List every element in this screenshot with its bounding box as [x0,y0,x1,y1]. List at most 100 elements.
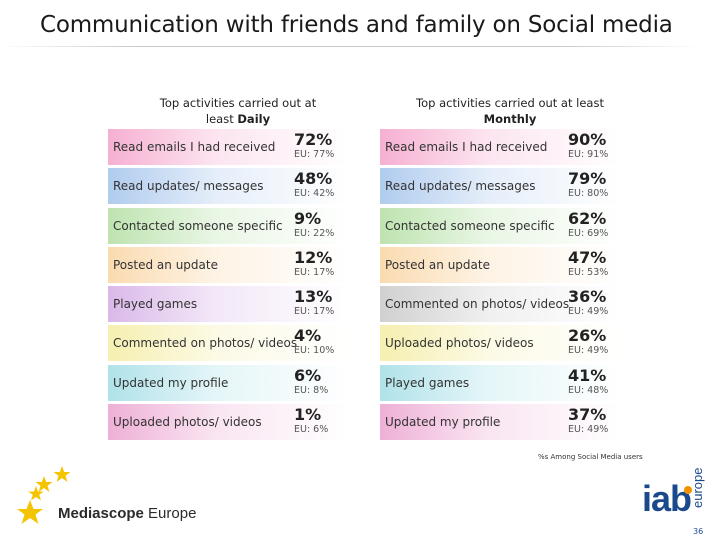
row-gradient [108,325,348,362]
monthly-heading-line1: Top activities carried out at least [416,96,604,110]
list-item: Updated my profile 6% EU: 8% [108,364,348,401]
list-item: Commented on photos/ videos 36% EU: 49% [380,286,620,323]
row-gradient [108,168,348,205]
iab-logo: iab [642,478,692,519]
activity-percent: 37% [568,405,607,425]
activity-label: Uploaded photos/ videos [113,415,262,430]
activity-percent: 13% [294,287,333,307]
mediascope-logo: Mediascope Europe [58,505,196,522]
list-item: Played games 13% EU: 17% [108,286,348,323]
activity-percent: 79% [568,169,607,189]
list-item: Contacted someone specific 62% EU: 69% [380,207,620,244]
monthly-heading: Top activities carried out at least Mont… [380,95,640,129]
activity-label: Updated my profile [385,415,501,430]
eu-average: EU: 48% [568,384,609,396]
eu-average: EU: 17% [294,266,335,278]
row-gradient [108,129,348,165]
activity-percent: 47% [568,247,607,267]
eu-average: EU: 69% [568,227,609,239]
daily-heading-bold: Daily [237,112,271,126]
eu-average: EU: 49% [568,345,609,357]
eu-average: EU: 53% [568,266,609,278]
eu-stars-icon [17,466,71,524]
eu-average: EU: 8% [294,384,329,396]
activity-label: Updated my profile [113,375,229,390]
activity-percent: 62% [568,208,607,228]
eu-average: EU: 77% [294,149,335,160]
row-gradient [380,364,620,401]
activity-percent: 4% [294,326,322,346]
eu-average: EU: 22% [294,227,335,239]
page-title: Communication with friends and family on… [40,12,673,38]
daily-heading-line2: least Daily [108,111,368,127]
activity-label: Read updates/ messages [113,179,264,194]
row-gradient [380,168,620,205]
list-item: Contacted someone specific 9% EU: 22% [108,207,348,244]
activity-percent: 6% [294,365,322,385]
activity-label: Posted an update [113,257,218,272]
eu-average: EU: 10% [294,345,335,357]
activity-label: Played games [385,375,470,390]
orange-dot-icon [684,486,692,494]
daily-heading: Top activities carried out at least Dail… [108,95,368,129]
eu-average: EU: 49% [568,424,609,436]
row-gradient [380,246,620,283]
row-gradient [380,286,620,323]
activity-percent: 36% [568,287,607,307]
row-gradient [108,364,348,401]
list-item: Read updates/ messages 48% EU: 42% [108,168,348,205]
eu-average: EU: 91% [568,149,609,160]
activity-percent: 41% [568,365,607,385]
eu-average: EU: 17% [294,306,335,318]
activity-label: Read updates/ messages [385,179,536,194]
monthly-panel: Top activities carried out at least Mont… [380,95,640,443]
row-gradient [380,404,620,441]
eu-average: EU: 80% [568,188,609,200]
eu-average: EU: 42% [294,188,335,200]
list-item: Uploaded photos/ videos 26% EU: 49% [380,325,620,362]
activity-percent: 48% [294,169,333,189]
monthly-heading-line2: Monthly [380,111,640,127]
row-gradient [380,325,620,362]
brand-regular: Europe [143,505,197,522]
daily-heading-line1: Top activities carried out at [159,96,317,110]
activity-percent: 90% [568,130,607,149]
list-item: Read updates/ messages 79% EU: 80% [380,168,620,205]
activity-label: Read emails I had received [385,140,548,154]
row-gradient [380,129,620,165]
activity-label: Contacted someone specific [385,218,555,233]
eu-average: EU: 6% [294,424,329,436]
row-gradient [108,286,348,323]
activity-percent: 72% [294,130,333,149]
page-number: 36 [693,527,704,536]
list-item: Uploaded photos/ videos 1% EU: 6% [108,404,348,441]
title-divider [0,46,700,47]
activity-label: Read emails I had received [113,140,276,154]
list-item: Commented on photos/ videos 4% EU: 10% [108,325,348,362]
iab-europe-label: europe [690,467,705,508]
daily-rows: Read emails I had received 72% EU: 77% Read… [108,129,368,441]
list-item: Updated my profile 37% EU: 49% [380,404,620,441]
list-item: Read emails I had received 72% EU: 77% [108,129,348,165]
list-item: Read emails I had received 90% EU: 91% [380,129,620,165]
list-item: Posted an update 12% EU: 17% [108,246,348,283]
footnote: %s Among Social Media users [538,453,643,461]
activity-label: Uploaded photos/ videos [385,336,534,351]
monthly-heading-bold: Monthly [483,112,537,126]
activity-label: Commented on photos/ videos [113,336,298,351]
activity-percent: 12% [294,247,333,267]
row-gradient [108,404,348,441]
list-item: Played games 41% EU: 48% [380,364,620,401]
activity-label: Commented on photos/ videos [385,297,570,312]
daily-panel: Top activities carried out at least Dail… [108,95,368,443]
row-gradient [380,207,620,244]
activity-percent: 1% [294,405,322,425]
list-item: Posted an update 47% EU: 53% [380,246,620,283]
activity-label: Posted an update [385,257,490,272]
daily-heading-pre: least [205,112,238,126]
activity-label: Contacted someone specific [113,218,283,233]
activity-percent: 9% [294,208,322,228]
row-gradient [108,207,348,244]
activity-label: Played games [113,297,198,312]
eu-average: EU: 49% [568,306,609,318]
